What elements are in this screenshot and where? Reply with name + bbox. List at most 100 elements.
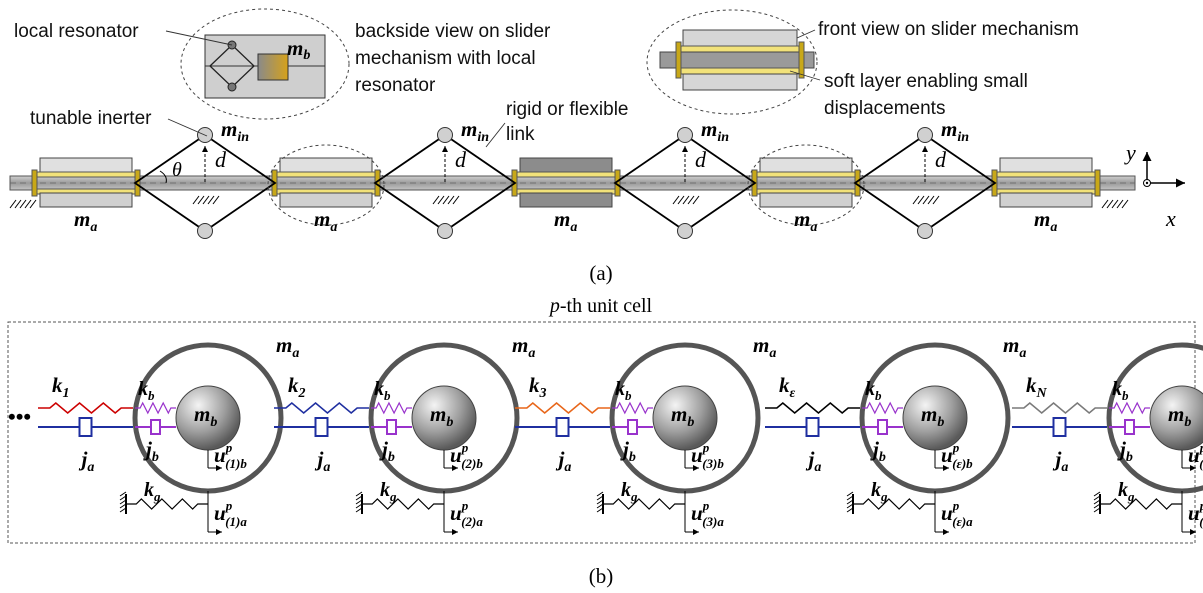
ma-label-1: ma bbox=[74, 207, 97, 235]
caption-a: (a) bbox=[589, 261, 612, 285]
kg-label-3: kg bbox=[621, 479, 638, 504]
kg-label-1: kg bbox=[144, 479, 161, 504]
jb-damper-2 bbox=[386, 419, 397, 435]
rigid-link-line-2: link bbox=[506, 124, 535, 145]
ma-label-b-1: ma bbox=[276, 333, 299, 361]
kb-label-3: kb bbox=[615, 378, 632, 403]
jb-label-3: jb bbox=[620, 437, 636, 465]
ma-label-b-4: ma bbox=[1003, 333, 1026, 361]
y-axis-label: y bbox=[1124, 140, 1136, 165]
ma-label-5: ma bbox=[1034, 207, 1057, 235]
ground-a-edge-1 bbox=[9, 199, 37, 209]
mb-label-5: mb bbox=[1168, 402, 1191, 430]
ma-label-b-3: ma bbox=[753, 333, 776, 361]
mb-label-1: mb bbox=[194, 402, 217, 430]
ub-label-5: up(N)b bbox=[1188, 440, 1203, 471]
k-label-3: k3 bbox=[529, 373, 547, 401]
ua-label-1: up (1)a bbox=[214, 498, 247, 529]
k-label-5: kN bbox=[1026, 373, 1048, 401]
ground-hatch-4 bbox=[912, 195, 940, 205]
min-label-3: min bbox=[701, 117, 729, 145]
jb-label-1: jb bbox=[143, 437, 159, 465]
min-mass-bottom-3 bbox=[677, 223, 693, 239]
min-mass-top-4 bbox=[917, 127, 933, 143]
kb-label-1: kb bbox=[138, 378, 155, 403]
unit-cell-2: mb ma k2 ja kb jb up (2)b kg up (2)a bbox=[274, 333, 535, 535]
theta-label: θ bbox=[172, 159, 182, 181]
ellipsis-1: ••• bbox=[8, 404, 31, 429]
ua-label-3: up (3)a bbox=[691, 498, 724, 529]
min-mass-top-3 bbox=[677, 127, 693, 143]
kb-label-2: kb bbox=[374, 378, 391, 403]
ub-label-3: up (3)b bbox=[691, 440, 724, 471]
ground-hatch-3 bbox=[672, 195, 700, 205]
ja-damper-4 bbox=[805, 417, 820, 437]
local-resonator-label: local resonator bbox=[14, 21, 139, 42]
kb-label-5: kb bbox=[1112, 378, 1129, 403]
kg-label-4: kg bbox=[871, 479, 888, 504]
slider-4: ma bbox=[751, 157, 861, 235]
ub-label-2: up (2)b bbox=[450, 440, 483, 471]
caption-b: (b) bbox=[589, 564, 614, 588]
highlight-ellipse-2 bbox=[747, 144, 865, 226]
k-label-2: k2 bbox=[288, 373, 306, 401]
jb-label-5: jb bbox=[1117, 437, 1133, 465]
jb-damper-1 bbox=[150, 419, 161, 435]
d-label-4: d bbox=[935, 147, 947, 172]
soft-layer-line-1: soft layer enabling small bbox=[824, 71, 1028, 92]
ma-label-3: ma bbox=[554, 207, 577, 235]
min-mass-bottom-1 bbox=[197, 223, 213, 239]
kg-label-2: kg bbox=[380, 479, 397, 504]
ja-damper-3 bbox=[555, 417, 570, 437]
tunable-inerter-label: tunable inerter bbox=[30, 108, 152, 129]
d-label-2: d bbox=[455, 147, 467, 172]
backside-view-line-2: mechanism with local bbox=[355, 48, 536, 69]
backside-view-line-1: backside view on slider bbox=[355, 21, 551, 42]
mb-label-4: mb bbox=[921, 402, 944, 430]
ua-label-2: up (2)a bbox=[450, 498, 483, 529]
slider-3: ma bbox=[511, 157, 621, 235]
d-label-1: d bbox=[215, 147, 227, 172]
jb-damper-5 bbox=[1124, 419, 1135, 435]
ma-label-4: ma bbox=[794, 207, 817, 235]
jb-label-2: jb bbox=[379, 437, 395, 465]
unit-cell-3: mb ma k3 ja kb jb up (3)b kg up (3)a bbox=[515, 333, 776, 535]
jb-damper-3 bbox=[627, 419, 638, 435]
slider-2: ma bbox=[271, 157, 381, 235]
k-label-1: k1 bbox=[52, 373, 70, 401]
ub-label-4: up (ε)b bbox=[941, 440, 973, 471]
soft-layer-line-2: displacements bbox=[824, 98, 945, 119]
ua-label-5: up(N)a bbox=[1188, 498, 1203, 529]
ground-hatch-2 bbox=[432, 195, 460, 205]
front-view-label: front view on slider mechanism bbox=[818, 19, 1079, 40]
slider-5: ma bbox=[991, 157, 1101, 235]
min-label-4: min bbox=[941, 117, 969, 145]
panel-b: p-th unit cell ••••••••••••mbmak1jakbjbu… bbox=[7, 295, 1203, 588]
ja-label-2: ja bbox=[315, 447, 331, 475]
ja-damper-2 bbox=[314, 417, 329, 437]
unit-cell-1: mb ma k1 ja kb jb up (1)b kg up (1)a bbox=[38, 333, 299, 535]
ja-label-1: ja bbox=[79, 447, 95, 475]
unit-cell-title: p-th unit cell bbox=[548, 295, 653, 317]
slider-1: ma bbox=[31, 157, 141, 235]
axes-indicator: y x bbox=[1124, 140, 1185, 231]
min-mass-bottom-2 bbox=[437, 223, 453, 239]
min-label-2: min bbox=[461, 117, 489, 145]
kg-label-5: kg bbox=[1118, 479, 1135, 504]
mb-label-3: mb bbox=[671, 402, 694, 430]
ground-a-edge-2 bbox=[1101, 199, 1129, 209]
ub-label-1: up (1)b bbox=[214, 440, 247, 471]
min-label-1: min bbox=[221, 117, 249, 145]
ja-damper-1 bbox=[78, 417, 93, 437]
kb-label-4: kb bbox=[865, 378, 882, 403]
jb-label-4: jb bbox=[870, 437, 886, 465]
unit-cell-4: mb ma kε ja kb jb up (ε)b kg up (ε)a bbox=[765, 333, 1026, 535]
front-view-inset bbox=[646, 9, 818, 115]
min-mass-top-2 bbox=[437, 127, 453, 143]
ja-label-4: ja bbox=[806, 447, 822, 475]
